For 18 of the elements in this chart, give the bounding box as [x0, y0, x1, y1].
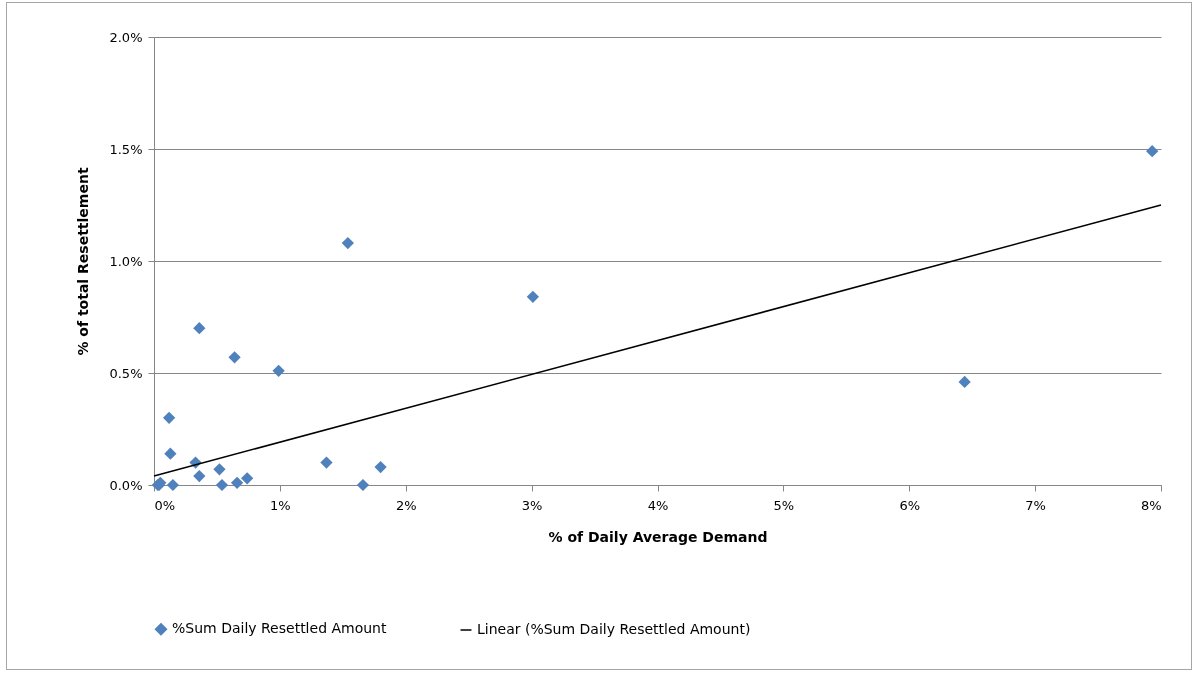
legend-label: %Sum Daily Resettled Amount: [172, 620, 387, 637]
x-tick-label: 4%: [647, 497, 669, 513]
x-tick-label: 2%: [395, 497, 417, 513]
y-tick-label: 2.0%: [109, 29, 143, 45]
x-tick-label: 3%: [521, 497, 543, 513]
y-tick-label: 1.5%: [109, 141, 143, 157]
x-tick-label: 1%: [270, 497, 291, 513]
x-axis-title: % of Daily Average Demand: [548, 528, 768, 545]
x-tick-label: 6%: [899, 497, 921, 513]
x-tick-label: 0%: [154, 497, 176, 513]
x-tick-label: 8%: [1140, 497, 1162, 513]
x-tick-label: 7%: [1025, 497, 1046, 513]
y-tick-label: 1.0%: [109, 253, 143, 269]
x-tick-label: 5%: [773, 497, 795, 513]
y-tick-label: 0.0%: [109, 477, 143, 493]
y-axis-title: % of total Resettlement: [75, 167, 92, 356]
legend-label: Linear (%Sum Daily Resettled Amount): [477, 621, 751, 637]
y-tick-label: 0.5%: [109, 365, 143, 381]
